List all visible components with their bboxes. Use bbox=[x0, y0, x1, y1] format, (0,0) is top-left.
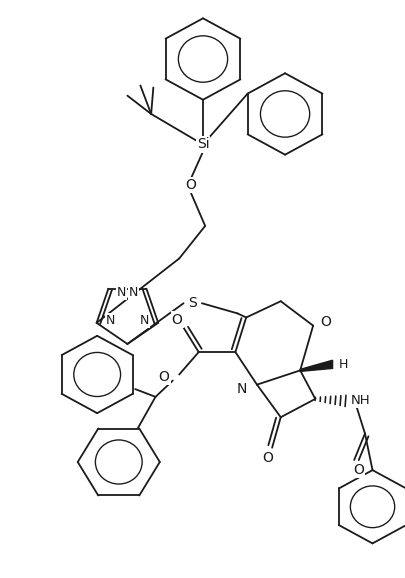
Text: NH: NH bbox=[350, 394, 369, 407]
Text: O: O bbox=[352, 463, 363, 477]
Text: N: N bbox=[116, 286, 126, 299]
Text: N: N bbox=[236, 381, 247, 396]
Text: O: O bbox=[158, 369, 169, 384]
Text: O: O bbox=[171, 313, 182, 327]
Text: H: H bbox=[338, 358, 347, 371]
Text: N: N bbox=[128, 286, 138, 299]
Text: O: O bbox=[320, 314, 331, 328]
Text: O: O bbox=[262, 451, 273, 465]
Text: N: N bbox=[106, 314, 115, 327]
Text: Si: Si bbox=[196, 138, 209, 151]
Polygon shape bbox=[299, 360, 332, 372]
Text: O: O bbox=[185, 178, 196, 192]
Text: S: S bbox=[188, 297, 196, 310]
Text: N: N bbox=[139, 314, 149, 327]
